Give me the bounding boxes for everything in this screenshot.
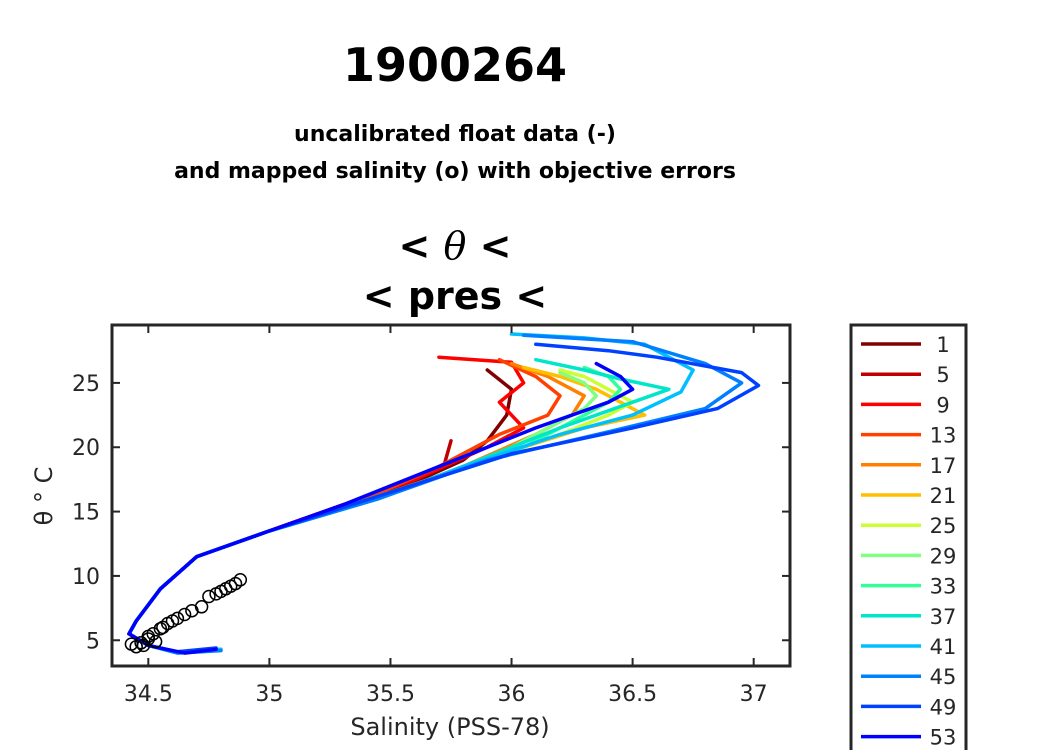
y-tick-label: 25 — [72, 372, 100, 397]
legend-label-9: 9 — [936, 393, 949, 417]
x-tick-label: 36 — [498, 682, 526, 707]
x-axis-label: Salinity (PSS-78) — [350, 713, 549, 741]
axis-ticks: 34.5 35 35.5 36 36.5 37 5 10 15 20 25 — [72, 325, 790, 707]
legend: 1 5 9 13 17 21 25 29 33 37 41 45 49 53 — [849, 323, 968, 750]
profile-line-53 — [127, 361, 635, 655]
mapped-salinity-marker — [156, 620, 170, 635]
legend-label-1: 1 — [936, 333, 949, 357]
legend-label-29: 29 — [930, 544, 957, 568]
mapped-salinity-marker — [233, 573, 248, 587]
legend-label-17: 17 — [930, 454, 957, 478]
mapped-salinity-marker — [124, 637, 139, 651]
figure-subtitle-line1: uncalibrated float data (-) — [294, 122, 616, 147]
plot-title-line1: < θ < — [0, 224, 910, 268]
plot-title-line2: < pres < — [362, 274, 548, 318]
y-tick-label: 20 — [72, 436, 100, 461]
x-tick-label: 34.5 — [124, 682, 173, 707]
x-tick-label: 36.5 — [608, 682, 657, 707]
series-layer — [127, 332, 761, 655]
legend-label-21: 21 — [930, 484, 957, 508]
figure-title: 1900264 — [342, 38, 568, 92]
mapped-salinity-marker — [165, 614, 180, 628]
y-tick-label: 15 — [72, 501, 100, 526]
mapped-salinity-marker — [177, 607, 192, 622]
legend-label-37: 37 — [930, 605, 957, 629]
x-tick-label: 37 — [740, 682, 768, 707]
plot-area — [112, 325, 790, 666]
legend-label-49: 49 — [930, 695, 957, 719]
plot-title-right: < — [466, 224, 512, 268]
mapped-salinity-marker — [223, 579, 238, 593]
mapped-salinity-marker — [148, 634, 163, 649]
y-tick-label: 5 — [86, 629, 100, 654]
y-tick-label: 10 — [72, 565, 100, 590]
legend-label-45: 45 — [930, 665, 957, 689]
legend-label-41: 41 — [930, 635, 957, 659]
mapped-salinity-marker — [202, 589, 216, 604]
legend-label-53: 53 — [930, 726, 957, 750]
mapped-salinity-markers — [124, 573, 248, 654]
y-axis-label: θ ° C — [30, 467, 58, 526]
legend-label-13: 13 — [930, 424, 957, 448]
legend-label-5: 5 — [936, 363, 949, 387]
legend-label-33: 33 — [930, 575, 957, 599]
mapped-salinity-marker — [194, 600, 209, 614]
legend-box — [849, 323, 968, 750]
plot-title-left: < — [398, 224, 444, 268]
plot-title-theta: θ — [443, 224, 467, 268]
legend-label-25: 25 — [930, 514, 957, 538]
x-tick-label: 35 — [255, 682, 283, 707]
figure-subtitle-line2: and mapped salinity (o) with objective e… — [174, 159, 736, 184]
x-tick-label: 35.5 — [366, 682, 415, 707]
plot-frame — [110, 323, 792, 668]
